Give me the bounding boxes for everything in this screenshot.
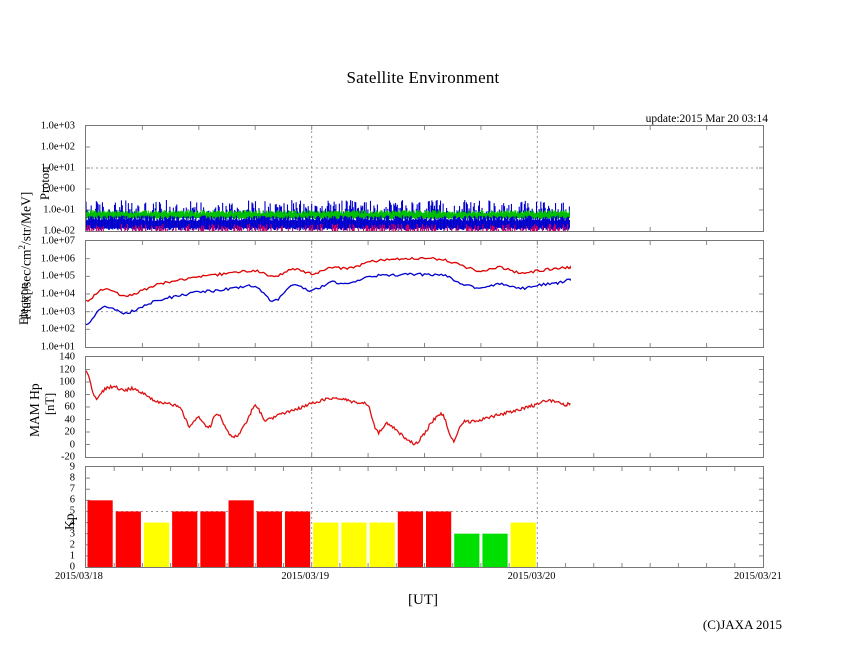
y-tick-label: 1.0e-01	[43, 204, 75, 216]
y-tick-label: 8	[69, 472, 75, 484]
y-tick-label: 60	[64, 401, 76, 413]
y-tick-label: 1	[69, 550, 75, 562]
y-tick-label: 1.0e+03	[40, 120, 75, 132]
x-tick-label: 2015/03/21	[734, 571, 782, 582]
y-tick-label: 1.0e+07	[40, 235, 75, 247]
panel-electron	[85, 240, 764, 348]
y-tick-label: 1.0e+04	[40, 288, 75, 300]
kp-bar	[341, 522, 367, 567]
kp-bar	[115, 511, 141, 567]
proton-y-ticks: 1.0e+03 1.0e+02 1.0e+01 1.0e+00 1.0e-01 1.0e-…	[0, 121, 81, 237]
panel-kp	[85, 466, 764, 568]
kp-bar	[172, 511, 198, 567]
kp-bar	[369, 522, 395, 567]
kp-bar	[284, 511, 311, 567]
proton-axis-label: Proton	[38, 166, 52, 200]
y-tick-label: 3	[69, 528, 75, 540]
y-tick-label: 1.0e+02	[40, 141, 75, 153]
y-tick-label: 5	[69, 505, 75, 517]
x-tick-label: 2015/03/19	[281, 571, 330, 582]
y-tick-label: 1.0e+05	[40, 270, 75, 282]
y-tick-label: 140	[59, 351, 75, 363]
electron-plot-area	[86, 241, 763, 347]
mam-unit-label: [nT]	[43, 392, 57, 415]
kp-bar	[143, 522, 170, 567]
y-tick-label: 100	[59, 376, 75, 388]
x-tick-label: 2015/03/20	[507, 571, 556, 582]
copyright-notice: (C)JAXA 2015	[702, 617, 782, 632]
kp-bar	[313, 522, 339, 567]
mam-plot-area	[86, 357, 763, 457]
kp-bar	[426, 511, 452, 567]
y-tick-label: 1.0e-02	[43, 225, 75, 237]
panel-mam-hp	[85, 356, 764, 458]
flux-label-suffix: /str/MeV]	[18, 191, 34, 245]
mam-axis-label: MAM Hp	[27, 383, 42, 437]
x-tick-label: 2015/03/18	[55, 571, 103, 582]
y-tick-label: 40	[64, 414, 76, 425]
y-tick-label: 20	[64, 426, 76, 438]
kp-bar	[454, 533, 480, 567]
y-tick-label: 80	[64, 389, 76, 400]
update-timestamp: update:2015 Mar 20 03:14	[645, 113, 768, 125]
y-tick-label: 1.0e+00	[40, 183, 75, 195]
kp-bar	[510, 522, 536, 567]
proton-plot-area	[86, 126, 763, 231]
electron-y-ticks: 1.0e+07 1.0e+06 1.0e+05 1.0e+04 1.0e+03 1.0e+…	[0, 236, 81, 353]
y-tick-label: 6	[69, 494, 75, 506]
flux-label-exponent: 2	[17, 245, 27, 250]
kp-bar	[228, 500, 254, 567]
electron-blue	[86, 272, 571, 326]
y-tick-label: 9	[69, 461, 75, 473]
kp-plot-area	[86, 467, 763, 567]
mam-hp-red	[86, 370, 571, 446]
y-tick-label: 0	[69, 439, 75, 450]
y-tick-label: 1.0e+06	[40, 253, 75, 265]
y-tick-label: 7	[69, 483, 75, 495]
mam-y-ticks: 140 120 100 80 60 40 20 0 -20	[0, 352, 81, 463]
page-title: Satellite Environment	[346, 68, 500, 87]
electron-axis-label: Electron	[17, 282, 31, 325]
kp-bar	[200, 511, 226, 567]
y-tick-label: 4	[69, 517, 75, 529]
kp-bar	[482, 533, 508, 567]
y-tick-label: 0	[69, 561, 75, 573]
kp-axis-label: Kp	[62, 513, 77, 531]
x-axis-label: [UT]	[408, 592, 438, 608]
y-tick-label: 2	[69, 539, 75, 551]
kp-bar	[256, 511, 282, 567]
kp-bar	[397, 511, 423, 567]
y-tick-label: 1.0e+02	[40, 323, 75, 335]
y-tick-label: 1.0e+03	[40, 306, 75, 318]
electron-red	[86, 256, 571, 303]
y-tick-label: 1.0e+01	[40, 341, 75, 353]
y-tick-label: -20	[61, 451, 75, 463]
kp-bar	[87, 500, 113, 567]
panel-proton	[85, 125, 764, 232]
y-tick-label: 120	[59, 364, 75, 375]
proton-series-3	[86, 223, 569, 231]
y-tick-label: 1.0e+01	[40, 162, 75, 174]
